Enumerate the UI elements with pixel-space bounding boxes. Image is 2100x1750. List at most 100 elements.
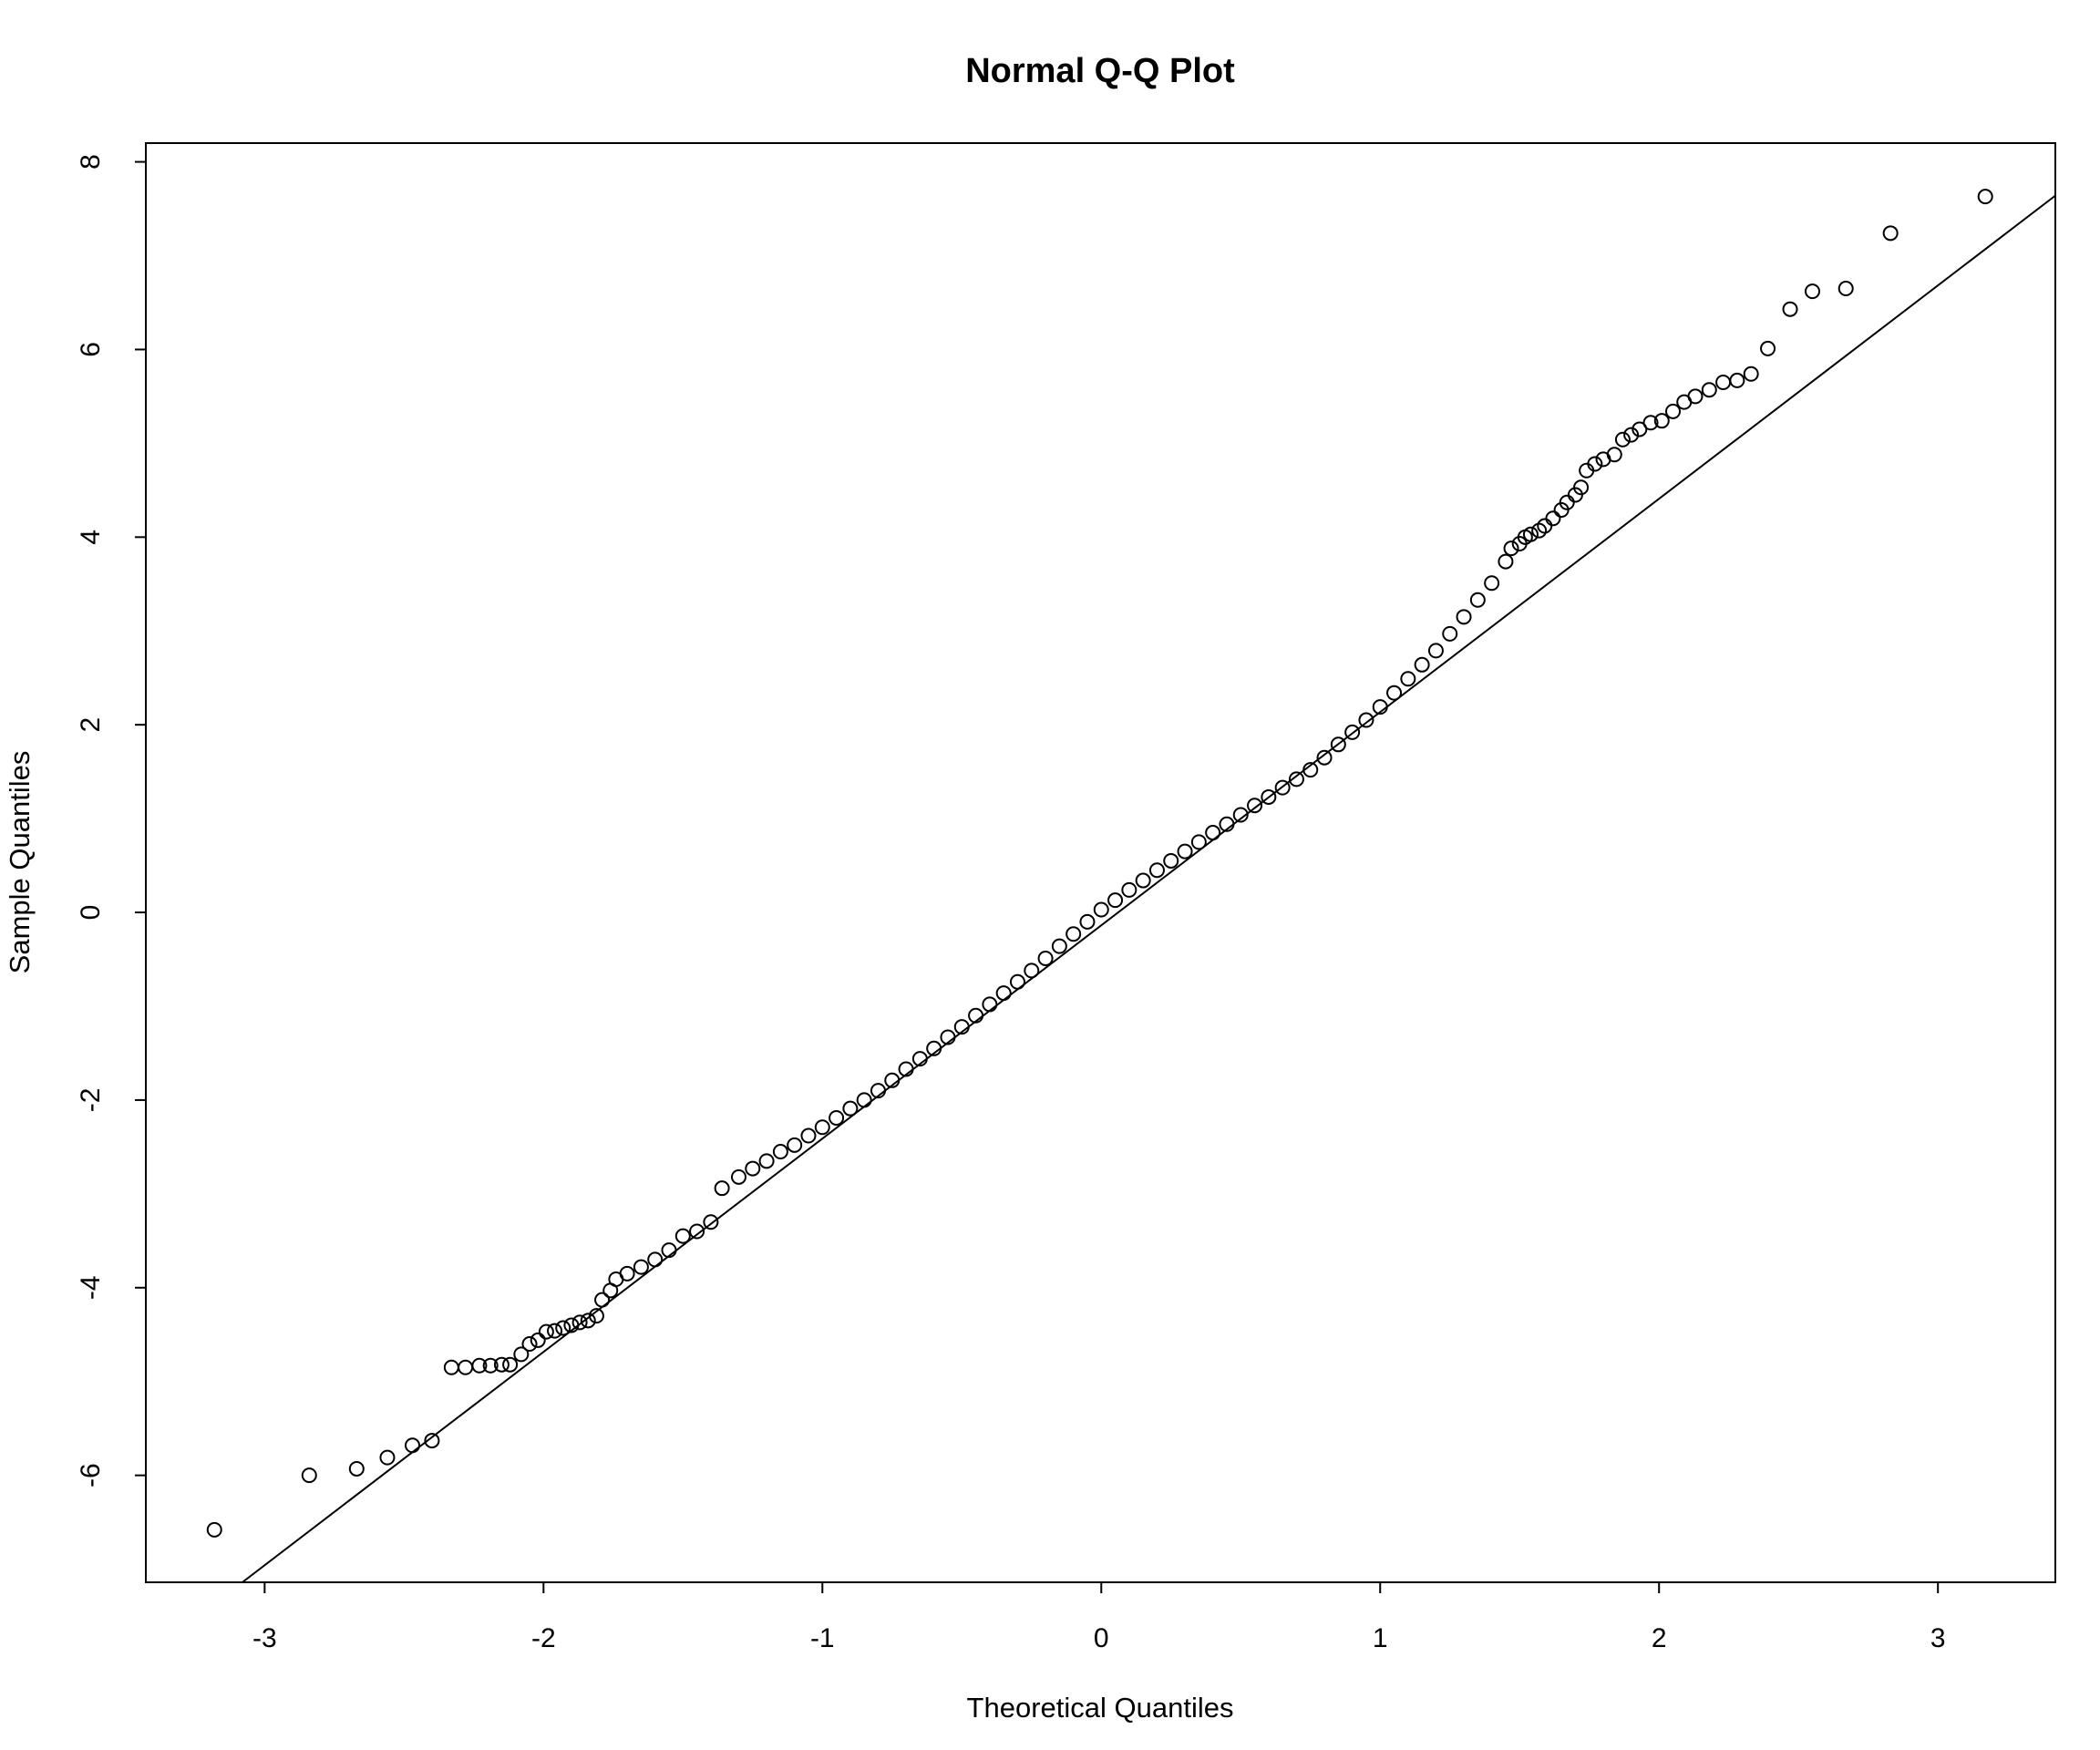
- point: [714, 1180, 730, 1197]
- x-tick-label: -2: [531, 1623, 556, 1653]
- point: [1344, 724, 1361, 740]
- point: [1121, 881, 1138, 898]
- point: [1400, 671, 1416, 687]
- point: [1442, 625, 1458, 642]
- point: [1642, 415, 1659, 431]
- point: [1247, 798, 1263, 814]
- point: [405, 1437, 421, 1454]
- point: [758, 1153, 775, 1169]
- point: [1330, 736, 1346, 753]
- point: [661, 1242, 677, 1259]
- point: [633, 1259, 649, 1275]
- point: [940, 1029, 956, 1045]
- point: [911, 1051, 928, 1067]
- point: [530, 1332, 546, 1348]
- point: [1782, 301, 1798, 317]
- x-tick-label: 3: [1930, 1623, 1946, 1653]
- point: [745, 1160, 761, 1177]
- y-tick-label: 0: [76, 905, 106, 921]
- point: [995, 985, 1012, 1002]
- point: [1219, 816, 1235, 832]
- x-tick-label: 0: [1094, 1623, 1109, 1653]
- y-tick-label: 8: [76, 154, 106, 170]
- point: [870, 1083, 886, 1099]
- point: [1372, 699, 1388, 715]
- point: [926, 1040, 942, 1056]
- point: [458, 1359, 474, 1375]
- point: [842, 1100, 859, 1117]
- point: [1522, 526, 1539, 542]
- point: [538, 1323, 554, 1340]
- point: [1760, 340, 1776, 356]
- point: [968, 1007, 984, 1024]
- point: [689, 1223, 705, 1240]
- point: [1274, 779, 1291, 796]
- plot-area: [206, 189, 2055, 1582]
- point: [1498, 553, 1514, 570]
- point: [1653, 413, 1670, 429]
- point: [829, 1109, 845, 1126]
- point: [443, 1359, 459, 1375]
- point: [521, 1336, 538, 1353]
- point: [1288, 771, 1304, 788]
- point: [674, 1228, 691, 1244]
- point: [1079, 913, 1096, 930]
- point: [1882, 225, 1899, 242]
- point: [1701, 382, 1717, 398]
- point: [787, 1137, 803, 1153]
- point: [1148, 862, 1165, 879]
- point: [563, 1317, 580, 1333]
- point: [1606, 447, 1622, 463]
- point: [1051, 938, 1067, 954]
- point: [588, 1308, 604, 1324]
- point: [1456, 609, 1472, 625]
- x-tick-label: -3: [252, 1623, 277, 1653]
- x-tick-label: 1: [1373, 1623, 1388, 1653]
- y-tick-label: 2: [76, 717, 106, 733]
- y-tick-label: -2: [76, 1088, 106, 1113]
- point: [1804, 283, 1820, 300]
- point: [1838, 281, 1854, 297]
- point: [982, 996, 998, 1013]
- point: [898, 1061, 914, 1077]
- point: [1469, 592, 1486, 608]
- x-tick-label: -1: [810, 1623, 835, 1653]
- point: [482, 1357, 499, 1374]
- point: [301, 1467, 317, 1484]
- point: [1302, 762, 1319, 778]
- point: [1503, 540, 1519, 557]
- y-tick-label: -4: [76, 1275, 106, 1300]
- point: [619, 1265, 635, 1282]
- point: [1743, 365, 1759, 382]
- reference-line: [242, 194, 2055, 1582]
- point: [1358, 712, 1374, 728]
- point: [1093, 901, 1109, 918]
- point: [800, 1127, 817, 1144]
- point: [571, 1314, 588, 1331]
- point: [1977, 189, 1993, 205]
- x-axis-label: Theoretical Quantiles: [967, 1692, 1234, 1724]
- point: [1037, 950, 1054, 966]
- point: [856, 1092, 872, 1108]
- point: [1232, 807, 1249, 823]
- point: [424, 1433, 440, 1449]
- point: [1107, 892, 1124, 909]
- point: [1024, 962, 1040, 979]
- point: [1729, 372, 1745, 388]
- point: [1386, 685, 1403, 701]
- point: [647, 1251, 664, 1268]
- point: [1177, 843, 1193, 860]
- point: [953, 1019, 970, 1035]
- chart-title: Normal Q-Q Plot: [965, 52, 1235, 90]
- x-tick-label: 2: [1652, 1623, 1667, 1653]
- point: [1665, 403, 1682, 419]
- y-tick-label: 4: [76, 530, 106, 545]
- point: [1623, 427, 1640, 443]
- point: [1261, 788, 1277, 805]
- point: [471, 1357, 488, 1374]
- point: [703, 1214, 719, 1230]
- point: [1316, 749, 1333, 766]
- point: [814, 1119, 830, 1136]
- point: [1414, 656, 1430, 673]
